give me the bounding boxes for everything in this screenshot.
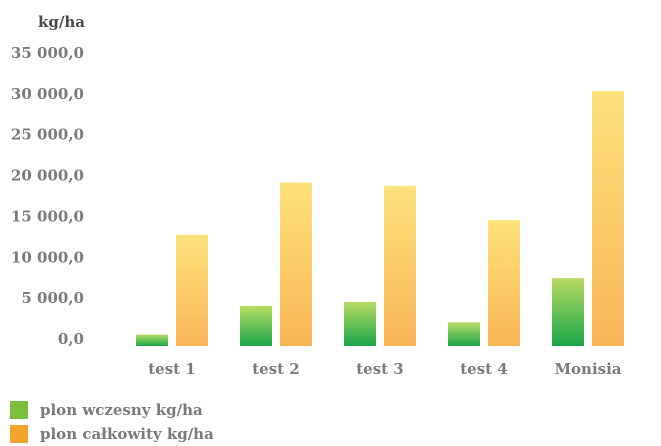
bar-early-yield	[448, 322, 480, 346]
legend-swatch-total	[10, 425, 28, 443]
x-axis-ticks: test 1 test 2 test 3 test 4 Monisia	[148, 360, 622, 378]
legend-item-total: plon całkowity kg/ha	[10, 422, 410, 446]
y-tick-label: 35 000,0	[11, 44, 84, 62]
bar-total-yield	[280, 182, 312, 346]
legend: plon wczesny kg/ha plon całkowity kg/ha	[10, 398, 410, 446]
legend-item-early: plon wczesny kg/ha	[10, 398, 410, 422]
y-tick-label: 25 000,0	[11, 126, 84, 144]
y-axis-ticks: 0,0 5 000,0 10 000,0 15 000,0 20 000,0 25 000…	[11, 44, 84, 348]
y-tick-label: 5 000,0	[21, 289, 84, 307]
bar-total-yield	[384, 185, 416, 346]
bar-early-yield	[344, 301, 376, 346]
bar-total-yield	[592, 91, 624, 347]
x-tick-label: Monisia	[554, 360, 621, 378]
y-axis-label: kg/ha	[38, 13, 85, 31]
bar-early-yield	[552, 278, 584, 346]
bar-total-yield	[176, 234, 208, 346]
bars	[136, 91, 624, 347]
y-tick-label: 20 000,0	[11, 167, 84, 185]
bar-early-yield	[240, 305, 272, 346]
y-tick-label: 15 000,0	[11, 207, 84, 225]
y-tick-label: 0,0	[58, 330, 84, 348]
legend-label-early: plon wczesny kg/ha	[40, 401, 203, 419]
x-tick-label: test 4	[460, 360, 508, 378]
x-tick-label: test 2	[252, 360, 300, 378]
y-tick-label: 10 000,0	[11, 248, 84, 266]
legend-swatch-early	[10, 401, 28, 419]
legend-label-total: plon całkowity kg/ha	[40, 425, 214, 443]
bar-total-yield	[488, 220, 520, 346]
x-tick-label: test 3	[356, 360, 404, 378]
y-tick-label: 30 000,0	[11, 85, 84, 103]
x-tick-label: test 1	[148, 360, 196, 378]
bar-early-yield	[136, 334, 168, 346]
